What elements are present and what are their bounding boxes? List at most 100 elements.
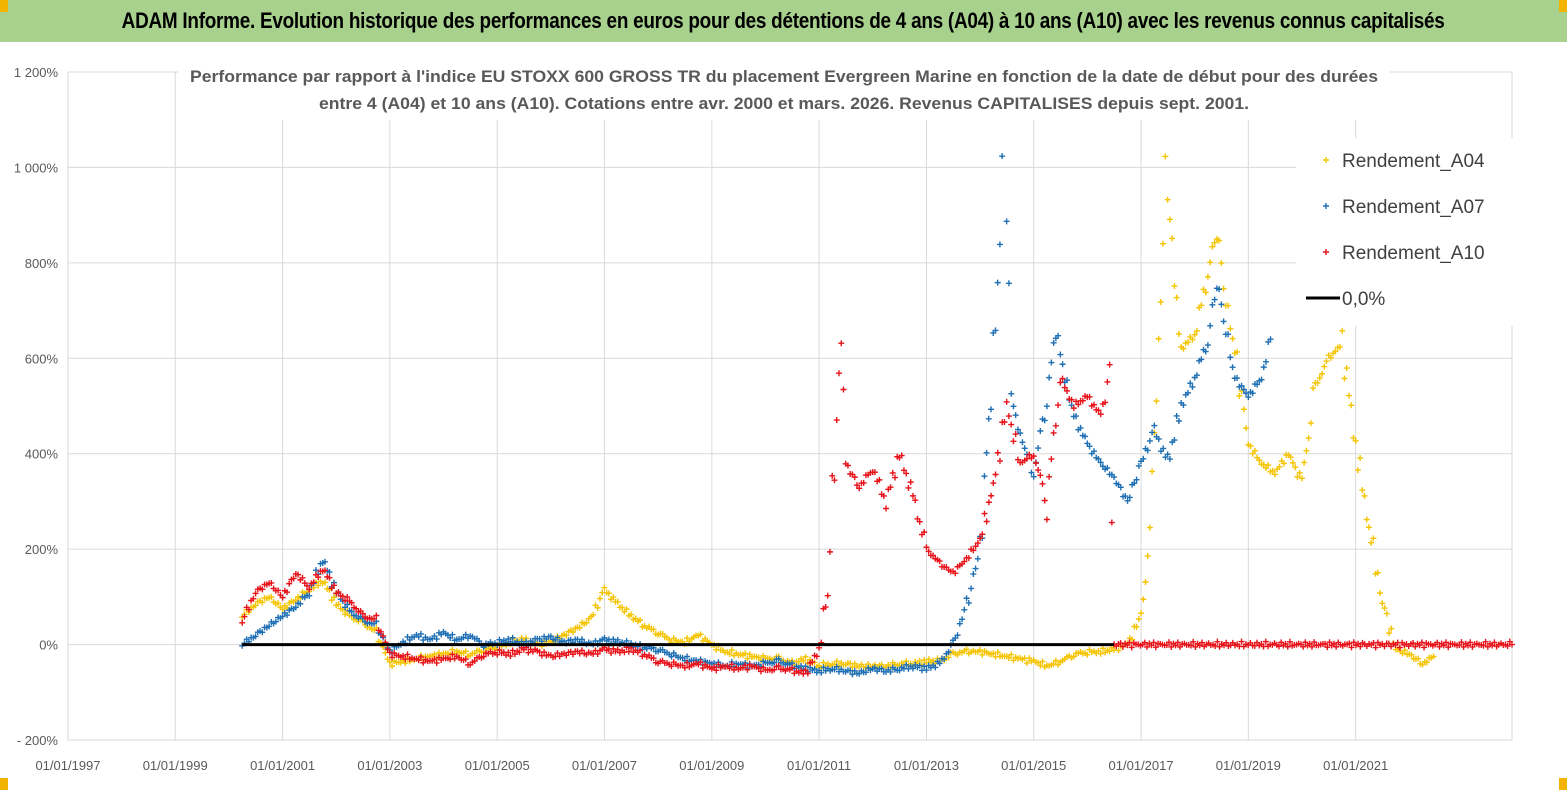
data-point bbox=[1421, 644, 1428, 651]
data-point bbox=[1035, 467, 1042, 474]
data-point bbox=[1117, 484, 1124, 491]
data-point bbox=[1374, 569, 1381, 576]
data-point bbox=[970, 547, 977, 554]
data-point bbox=[833, 663, 840, 670]
data-point bbox=[697, 659, 704, 666]
data-point bbox=[373, 612, 380, 619]
data-point bbox=[594, 604, 601, 611]
data-point bbox=[1162, 153, 1169, 160]
data-point bbox=[930, 552, 937, 559]
data-point bbox=[789, 664, 796, 671]
data-point bbox=[1348, 402, 1355, 409]
report-banner: ADAM Informe. Evolution historique des p… bbox=[0, 0, 1567, 42]
data-point bbox=[795, 658, 802, 665]
data-point bbox=[310, 579, 317, 586]
data-point bbox=[259, 599, 266, 606]
data-point bbox=[1365, 524, 1372, 531]
data-point bbox=[297, 600, 304, 607]
data-point bbox=[668, 653, 675, 660]
data-point bbox=[992, 327, 999, 334]
data-point bbox=[447, 656, 454, 663]
data-point bbox=[1149, 468, 1156, 475]
data-point bbox=[605, 590, 612, 597]
data-point bbox=[1030, 473, 1037, 480]
data-point bbox=[968, 585, 975, 592]
data-point bbox=[880, 492, 887, 499]
chart-series bbox=[239, 112, 1515, 678]
chart-grid bbox=[67, 71, 1513, 741]
data-point bbox=[979, 651, 986, 658]
data-point bbox=[1216, 286, 1223, 293]
data-point bbox=[1361, 492, 1368, 499]
data-point bbox=[1204, 342, 1211, 349]
data-point bbox=[1198, 356, 1205, 363]
data-point bbox=[286, 580, 293, 587]
data-point bbox=[1019, 439, 1026, 446]
data-point bbox=[326, 569, 333, 576]
data-point bbox=[1150, 639, 1157, 646]
data-point bbox=[569, 629, 576, 636]
data-point bbox=[1097, 411, 1104, 418]
data-point bbox=[1327, 354, 1334, 361]
data-point bbox=[303, 582, 310, 589]
data-point bbox=[804, 670, 811, 677]
data-point bbox=[896, 667, 903, 674]
data-point bbox=[284, 612, 291, 619]
data-point bbox=[907, 479, 914, 486]
data-point bbox=[1164, 451, 1171, 458]
data-point bbox=[1008, 651, 1015, 658]
data-point bbox=[1286, 638, 1293, 645]
data-point bbox=[713, 667, 720, 674]
data-point bbox=[279, 594, 286, 601]
chart-title: Performance par rapport à l'indice EU ST… bbox=[178, 58, 1390, 120]
data-point bbox=[1151, 422, 1158, 429]
corner-mark bbox=[0, 778, 8, 790]
data-point bbox=[1214, 638, 1221, 645]
data-point bbox=[601, 584, 608, 591]
data-point bbox=[1396, 644, 1403, 651]
data-point bbox=[417, 630, 424, 637]
data-point bbox=[404, 651, 411, 658]
data-point bbox=[1043, 516, 1050, 523]
data-point bbox=[1440, 642, 1447, 649]
data-point bbox=[614, 646, 621, 653]
data-point bbox=[516, 649, 523, 656]
data-point bbox=[909, 665, 916, 672]
data-point bbox=[1363, 516, 1370, 523]
data-point bbox=[1048, 456, 1055, 463]
data-point bbox=[1386, 630, 1393, 637]
data-point bbox=[996, 241, 1003, 248]
legend-item-A07: Rendement_A07 bbox=[1323, 197, 1485, 218]
x-tick-label: 01/01/2001 bbox=[250, 758, 315, 773]
data-point bbox=[1028, 469, 1035, 476]
data-point bbox=[684, 659, 691, 666]
data-point bbox=[1008, 421, 1015, 428]
data-point bbox=[1311, 639, 1318, 646]
data-point bbox=[1491, 639, 1498, 646]
data-point bbox=[1243, 425, 1250, 432]
data-point bbox=[1052, 657, 1059, 664]
data-point bbox=[824, 592, 831, 599]
data-point bbox=[838, 340, 845, 347]
data-point bbox=[1458, 639, 1465, 646]
data-point bbox=[1171, 283, 1178, 290]
data-point bbox=[952, 570, 959, 577]
data-point bbox=[811, 665, 818, 672]
data-point bbox=[614, 598, 621, 605]
data-point bbox=[835, 370, 842, 377]
data-point bbox=[711, 664, 718, 671]
data-point bbox=[563, 652, 570, 659]
data-point bbox=[889, 469, 896, 476]
data-point bbox=[744, 666, 751, 673]
legend-item-zero: 0,0% bbox=[1306, 289, 1385, 310]
data-point bbox=[295, 571, 302, 578]
data-point bbox=[1003, 218, 1010, 225]
data-point bbox=[1082, 433, 1089, 440]
data-point bbox=[1017, 430, 1024, 437]
data-point bbox=[594, 650, 601, 657]
data-point bbox=[339, 593, 346, 600]
data-point bbox=[1171, 437, 1178, 444]
data-point bbox=[775, 662, 782, 669]
x-tick-label: 01/01/1999 bbox=[143, 758, 208, 773]
data-point bbox=[1189, 336, 1196, 343]
